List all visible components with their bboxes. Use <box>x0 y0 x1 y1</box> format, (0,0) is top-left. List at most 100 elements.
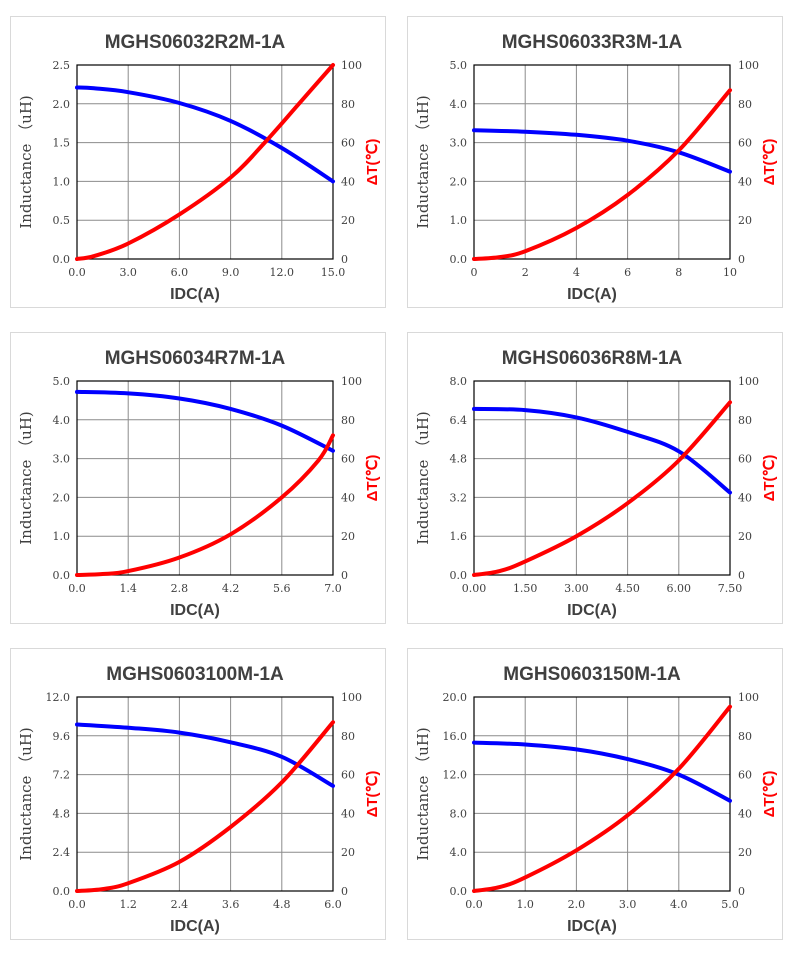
x-tick-label: 0 <box>471 266 478 279</box>
x-tick-label: 15.0 <box>321 266 346 279</box>
temperature-rise-line <box>472 400 732 577</box>
x-tick-label: 2.8 <box>171 582 189 595</box>
y-tick-label: 5.0 <box>450 59 468 72</box>
y2-tick-label: 100 <box>738 375 759 388</box>
x-tick-label: 4.0 <box>670 898 688 911</box>
y-axis-title: Inductance （uH) <box>17 95 35 229</box>
chart-title: MGHS0603150M-1A <box>503 664 681 685</box>
x-tick-label: 3.6 <box>222 898 240 911</box>
y2-tick-label: 20 <box>341 846 355 859</box>
y2-tick-label: 60 <box>341 137 355 150</box>
x-tick-label: 3.0 <box>619 898 637 911</box>
x-tick-label: 3.00 <box>564 582 589 595</box>
inductance-line <box>75 389 335 453</box>
x-tick-label: 6 <box>624 266 631 279</box>
plot-frame <box>473 696 731 892</box>
y2-tick-label: 20 <box>738 530 752 543</box>
y-tick-label: 1.0 <box>53 175 71 188</box>
y2-axis-title: ΔT(℃) <box>364 771 381 818</box>
chart-title: MGHS06036R8M-1A <box>502 348 683 369</box>
x-tick-label: 1.0 <box>516 898 534 911</box>
x-tick-label: 4.50 <box>615 582 640 595</box>
y2-tick-label: 0 <box>738 253 745 266</box>
x-axis-title: IDC(A) <box>567 602 617 619</box>
plot-frame <box>473 380 731 576</box>
x-tick-label: 2.0 <box>568 898 586 911</box>
chart-title: MGHS06034R7M-1A <box>105 348 286 369</box>
y-tick-label: 4.0 <box>53 414 71 427</box>
y-tick-label: 4.0 <box>450 98 468 111</box>
temperature-rise-line <box>75 433 335 577</box>
x-tick-label: 3.0 <box>119 266 137 279</box>
y-tick-label: 6.4 <box>450 414 468 427</box>
y2-tick-label: 60 <box>738 453 752 466</box>
chart-title: MGHS06032R2M-1A <box>105 32 286 53</box>
x-tick-label: 1.50 <box>513 582 538 595</box>
x-tick-label: 1.4 <box>119 582 137 595</box>
y2-tick-label: 60 <box>341 769 355 782</box>
x-tick-label: 0.0 <box>68 898 86 911</box>
y2-tick-label: 80 <box>738 414 752 427</box>
y2-axis-title: ΔT(℃) <box>761 771 778 818</box>
inductance-line <box>472 740 732 803</box>
y-axis-title: Inductance （uH) <box>17 727 35 861</box>
y-tick-label: 2.4 <box>53 846 71 859</box>
y-tick-label: 16.0 <box>443 730 468 743</box>
y-tick-label: 1.5 <box>53 137 71 150</box>
chart-svg: MGHS0603100M-1A 0.0 1.2 2.4 3.6 4.8 6.0 0.0 2.4 4… <box>17 664 381 935</box>
plot-frame <box>473 64 731 260</box>
y2-tick-label: 40 <box>341 175 355 188</box>
y-tick-label: 0.0 <box>53 569 71 582</box>
y2-tick-label: 40 <box>738 491 752 504</box>
x-tick-label: 0.0 <box>68 266 86 279</box>
x-tick-label: 6.0 <box>171 266 189 279</box>
chart-svg: MGHS06036R8M-1A 0.00 1.50 3.00 4.50 6.00 7.50 0… <box>414 348 778 619</box>
chart-panel-6: MGHS0603150M-1A 0.0 1.0 2.0 3.0 4.0 5.0 0.0 4.0 8… <box>407 648 783 940</box>
y2-tick-label: 100 <box>738 691 759 704</box>
chart-svg: MGHS06034R7M-1A 0.0 1.4 2.8 4.2 5.6 7.0 0.0 1.0 2… <box>17 348 381 619</box>
x-tick-label: 8 <box>675 266 682 279</box>
y-tick-label: 8.0 <box>450 807 468 820</box>
x-tick-label: 4.8 <box>273 898 291 911</box>
y-tick-label: 3.0 <box>53 453 71 466</box>
temperature-rise-line <box>472 704 732 893</box>
y2-tick-label: 20 <box>341 214 355 227</box>
y2-tick-label: 20 <box>738 846 752 859</box>
y-tick-label: 12.0 <box>46 691 71 704</box>
y2-tick-label: 40 <box>341 491 355 504</box>
chart-svg: MGHS06032R2M-1A 0.0 3.0 6.0 9.0 12.0 15.0 0.0 0.… <box>17 32 381 303</box>
x-tick-label: 0.00 <box>462 582 487 595</box>
x-tick-label: 10 <box>723 266 737 279</box>
y-tick-label: 1.0 <box>450 214 468 227</box>
y2-tick-label: 100 <box>738 59 759 72</box>
x-tick-label: 1.2 <box>119 898 137 911</box>
temperature-rise-line <box>472 88 732 261</box>
x-tick-label: 7.0 <box>324 582 342 595</box>
inductance-line <box>472 128 732 174</box>
x-tick-label: 6.00 <box>667 582 692 595</box>
y-tick-label: 9.6 <box>53 730 71 743</box>
x-axis-title: IDC(A) <box>170 286 220 303</box>
chart-panel-4: MGHS06036R8M-1A 0.00 1.50 3.00 4.50 6.00 7.50 0… <box>407 332 783 624</box>
y2-tick-label: 20 <box>341 530 355 543</box>
y-tick-label: 0.0 <box>450 253 468 266</box>
y2-tick-label: 0 <box>341 253 348 266</box>
y2-tick-label: 40 <box>738 807 752 820</box>
x-tick-label: 7.50 <box>718 582 743 595</box>
x-tick-label: 9.0 <box>222 266 240 279</box>
y2-axis-title: ΔT(℃) <box>761 139 778 186</box>
x-tick-label: 5.0 <box>721 898 739 911</box>
x-tick-label: 5.6 <box>273 582 291 595</box>
chart-svg: MGHS0603150M-1A 0.0 1.0 2.0 3.0 4.0 5.0 0.0 4.0 8… <box>414 664 778 935</box>
y-axis-title: Inductance （uH) <box>414 727 432 861</box>
chart-title: MGHS06033R3M-1A <box>502 32 683 53</box>
x-tick-label: 4 <box>573 266 580 279</box>
y2-tick-label: 80 <box>341 730 355 743</box>
y-tick-label: 20.0 <box>443 691 468 704</box>
y-tick-label: 0.0 <box>450 569 468 582</box>
chart-panel-3: MGHS06034R7M-1A 0.0 1.4 2.8 4.2 5.6 7.0 0.0 1.0 2… <box>10 332 386 624</box>
y2-tick-label: 60 <box>738 137 752 150</box>
chart-panel-2: MGHS06033R3M-1A 0 2 4 6 8 10 0.0 1.0 2.0 3.0 4.0 5.0… <box>407 16 783 308</box>
y2-tick-label: 100 <box>341 59 362 72</box>
y-tick-label: 0.0 <box>450 885 468 898</box>
